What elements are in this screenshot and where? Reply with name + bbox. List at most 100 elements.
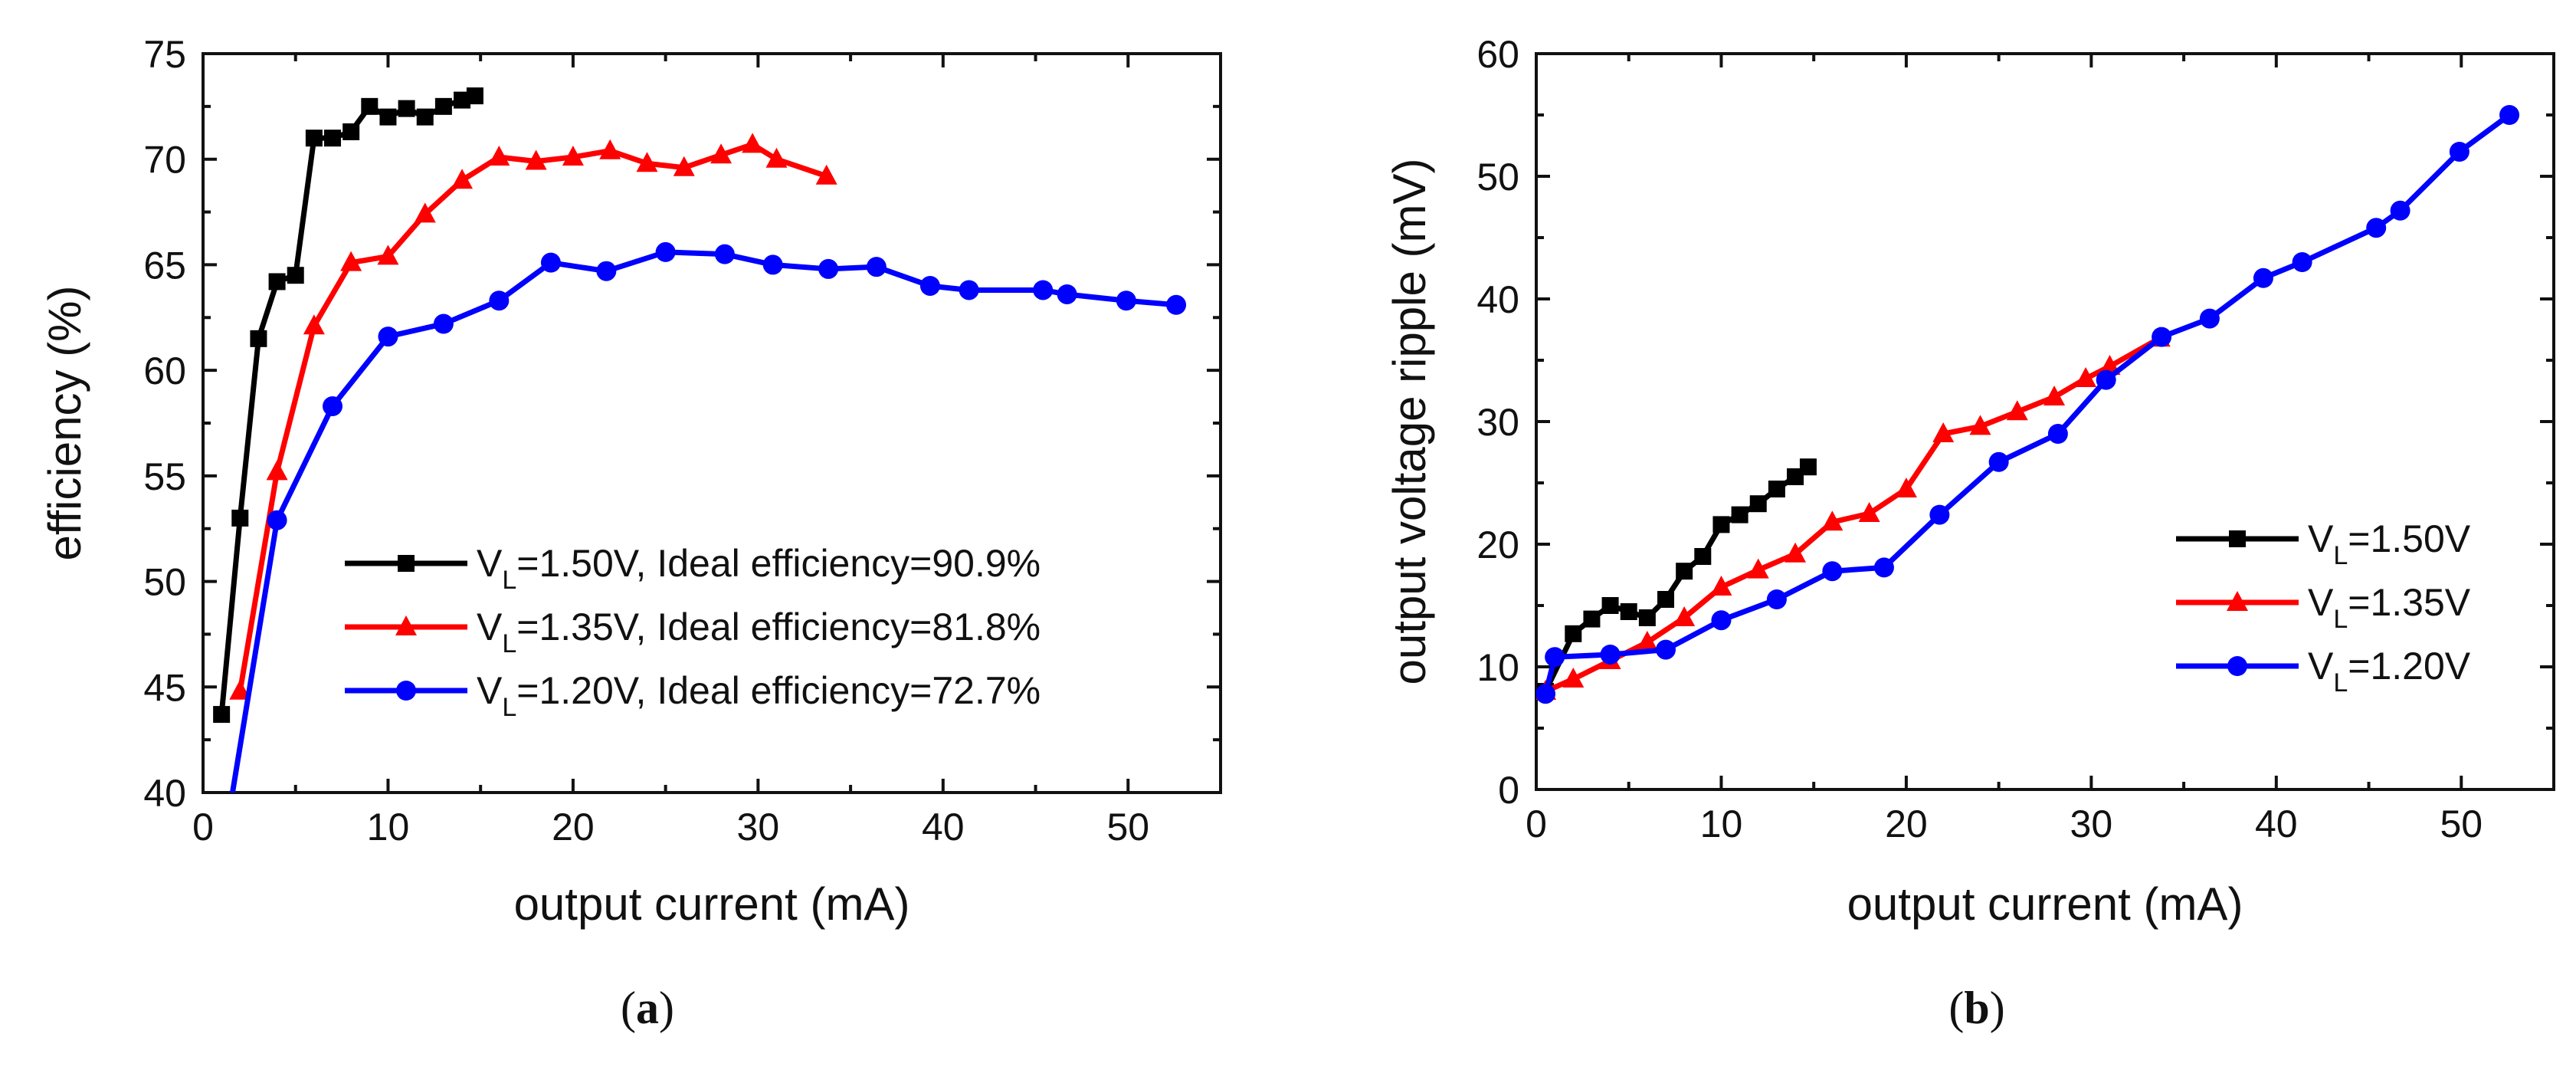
panel-b-series-0-point bbox=[1601, 597, 1619, 614]
panel-b-x-tick-label: 30 bbox=[2070, 802, 2113, 845]
panel-b-series-2-point bbox=[2366, 218, 2387, 238]
panel-b-x-tick-label: 20 bbox=[1885, 802, 1928, 845]
panel-b-legend-label-rest: =1.50V bbox=[2348, 517, 2471, 560]
panel-a-series-1-point bbox=[815, 164, 837, 185]
panel-b-legend-entry-1: VL=1.35V bbox=[2176, 581, 2471, 634]
panel-a-series-1-point bbox=[673, 156, 695, 176]
panel-b-series-1-point bbox=[2043, 386, 2066, 405]
panel-a-series-2-point bbox=[762, 254, 783, 275]
panel-b-legend-entry-0: VL=1.50V bbox=[2176, 517, 2471, 570]
panel-a-label: (a) bbox=[621, 983, 674, 1033]
panel-b-series-2-line bbox=[1542, 113, 2512, 695]
panel-a-series-2-point bbox=[540, 252, 561, 273]
panel-a-legend-label: VL=1.20V, Ideal efficiency=72.7% bbox=[477, 669, 1041, 722]
panel-b-series-0-point bbox=[1694, 548, 1712, 565]
panel-b-legend-label-rest: =1.35V bbox=[2348, 581, 2471, 624]
panel-a-series-1-point bbox=[340, 251, 362, 271]
panel-a-series-2-line bbox=[229, 249, 1177, 793]
panel-b-series-1-point bbox=[2006, 400, 2028, 421]
panel-a-series-1-point bbox=[765, 147, 788, 168]
panel-b-series-1-line bbox=[1544, 336, 2161, 694]
panel-a-legend-entry-2: VL=1.20V, Ideal efficiency=72.7% bbox=[345, 669, 1041, 722]
panel-a-series-1-point bbox=[488, 145, 510, 166]
panel-a-legend-entry-0: VL=1.50V, Ideal efficiency=90.9% bbox=[345, 542, 1041, 595]
panel-b-series-0-point bbox=[1583, 610, 1601, 628]
panel-b-legend-label-rest: =1.20V bbox=[2348, 645, 2471, 688]
panel-b-series-2-point bbox=[2152, 327, 2172, 347]
panel-b-series-2-point bbox=[2292, 252, 2312, 272]
panel-b-y-tick-label: 0 bbox=[1498, 769, 1519, 812]
panel-a-legend-label-v: V bbox=[477, 669, 503, 712]
panel-b-series-1-point bbox=[1636, 631, 1658, 651]
panel-a-legend-label-sub: L bbox=[502, 693, 516, 722]
panel-b-series-0-point bbox=[1799, 458, 1817, 476]
panel-b-legend-label: VL=1.35V bbox=[2308, 581, 2471, 634]
panel-a-series-0-point bbox=[287, 267, 304, 284]
panel-a-x-tick-label: 40 bbox=[922, 806, 965, 848]
panel-b-series-0-point bbox=[1768, 481, 1785, 497]
panel-b-series-1-point bbox=[1895, 478, 1917, 497]
panel-a-legend-label-sub: L bbox=[502, 566, 516, 595]
panel-a-series-2-point bbox=[818, 258, 839, 279]
panel-b-legend-marker bbox=[2227, 591, 2248, 611]
panel-a-x-tick-label: 50 bbox=[1106, 806, 1149, 848]
panel-b-legend-label-sub: L bbox=[2333, 605, 2348, 634]
panel-a-series-1-point bbox=[377, 245, 399, 265]
panel-a-series-0 bbox=[213, 87, 483, 724]
panel-a-legend-marker bbox=[395, 615, 417, 635]
panel-b-series-2-point bbox=[2390, 200, 2410, 221]
panel-a-legend-label-v: V bbox=[477, 542, 503, 585]
panel-b-ticks: 0 10 20 30 40 50 0 10 20 30 40 50 60 bbox=[1476, 33, 2554, 845]
panel-b-legend-label-v: V bbox=[2308, 581, 2334, 624]
panel-b-series-2-point bbox=[1536, 684, 1556, 704]
panel-a-y-tick-label: 50 bbox=[143, 561, 186, 604]
panel-b-y-tick-label: 40 bbox=[1476, 278, 1519, 321]
panel-a-legend-label-rest: =1.50V, Ideal efficiency=90.9% bbox=[516, 542, 1041, 585]
panel-b-series-2-point bbox=[2199, 308, 2220, 329]
panel-a-series-0-point bbox=[305, 130, 323, 147]
panel-b-series-0-point bbox=[1620, 603, 1637, 620]
panel-b-y-tick-label: 30 bbox=[1476, 401, 1519, 444]
panel-a-series-2-point bbox=[267, 510, 287, 530]
panel-a-series-1-point bbox=[636, 152, 658, 172]
panel-b-legend-entry-2: VL=1.20V bbox=[2176, 645, 2471, 697]
panel-a-y-tick-label: 70 bbox=[143, 139, 186, 182]
panel-a-series-2-point bbox=[596, 261, 617, 281]
panel-b-series-2-point bbox=[2499, 105, 2520, 125]
panel-a-series-1-point bbox=[266, 460, 288, 481]
panel-a-series-2-point bbox=[221, 793, 241, 813]
panel-a-series-1-point bbox=[303, 314, 325, 335]
panel-b-series-2-point bbox=[1545, 647, 1565, 668]
panel-a-ticks: 0 10 20 30 40 50 40 45 50 55 60 65 70 75 bbox=[143, 33, 1221, 848]
panel-b-x-tick-label: 0 bbox=[1526, 802, 1547, 845]
panel-a-y-tick-label: 40 bbox=[143, 772, 186, 815]
panel-b-series-1 bbox=[1536, 327, 2171, 700]
panel-b-series-0-point bbox=[1638, 609, 1656, 626]
panel-a-y-tick-label: 60 bbox=[143, 350, 186, 392]
panel-b-series-0 bbox=[1537, 458, 1817, 700]
panel-a-x-tick-label: 10 bbox=[367, 806, 410, 848]
panel-a-legend-label-sub: L bbox=[502, 629, 516, 658]
panel-a-series-2-point bbox=[919, 275, 940, 296]
panel-b-legend-label-v: V bbox=[2308, 517, 2334, 560]
panel-b-y-axis-title: output voltage ripple (mV) bbox=[1384, 158, 1435, 684]
panel-a-legend-entry-1: VL=1.35V, Ideal efficiency=81.8% bbox=[345, 606, 1041, 658]
panel-a-series-1 bbox=[229, 133, 837, 700]
panel-b-series-2-point bbox=[2096, 369, 2116, 390]
panel-b-series-0-point bbox=[1712, 516, 1730, 533]
panel-a-series-0-point bbox=[454, 91, 471, 109]
panel-b-legend-label-sub: L bbox=[2333, 541, 2348, 570]
panel-b-series-2-point bbox=[1600, 645, 1621, 665]
panel-b-label-letter: b bbox=[1964, 983, 1989, 1033]
panel-a-series-0-point bbox=[324, 130, 342, 147]
panel-a-series-2-point bbox=[959, 280, 979, 300]
panel-b-series-0-point bbox=[1749, 495, 1767, 513]
panel-a-x-tick-label: 0 bbox=[192, 806, 214, 848]
panel-a-series-0-point bbox=[268, 273, 286, 290]
panel-b-series-group bbox=[1536, 105, 2520, 704]
panel-b-legend-label: VL=1.50V bbox=[2308, 517, 2471, 570]
panel-b-series-0-point bbox=[1676, 563, 1693, 580]
panel-a-series-0-point bbox=[342, 123, 360, 140]
